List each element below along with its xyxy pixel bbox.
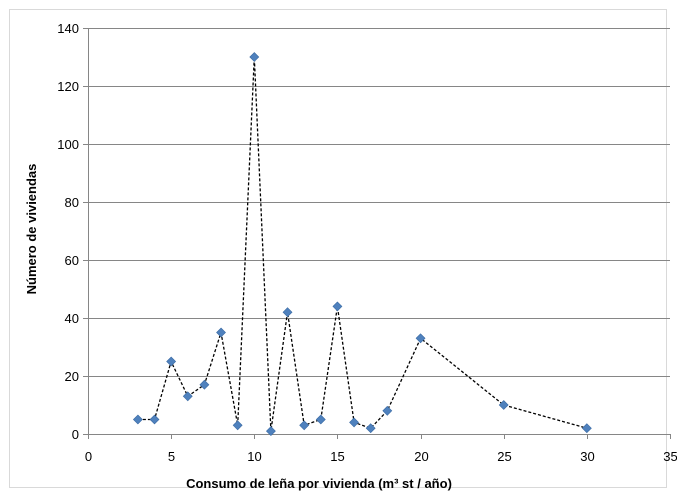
y-axis-title: Número de viviendas [24,164,39,295]
data-point [315,414,326,425]
data-point [249,52,260,62]
data-point [349,417,359,428]
y-tick-label: 0 [72,427,79,442]
data-point [581,423,592,434]
x-tick-label: 15 [330,449,344,464]
gridlines [88,28,670,377]
data-point [182,391,193,402]
y-tick-label: 120 [57,79,79,94]
data-point [149,414,160,425]
data-point [232,420,243,431]
axes [83,28,671,439]
y-tick-label: 100 [57,137,79,152]
data-point [282,307,293,318]
y-tick-label: 60 [65,253,79,268]
y-tick-label: 40 [65,311,79,326]
data-point [498,400,509,410]
tick-labels: 0 20 40 60 80 100 120 140 0 5 10 15 20 25 30 35 [57,21,677,464]
data-point [299,420,310,431]
data-point [132,414,143,425]
x-axis-title: Consumo de leña por vivienda (m³ st / añ… [186,476,452,491]
x-tick-label: 0 [85,449,92,464]
x-tick-label: 10 [247,449,261,464]
data-point [332,301,343,312]
x-tick-label: 25 [497,449,511,464]
x-tick-label: 30 [580,449,594,464]
y-tick-label: 140 [57,21,79,36]
data-point [166,356,177,367]
data-point [265,426,276,437]
x-tick-label: 5 [168,449,175,464]
y-tick-label: 80 [65,195,79,210]
data-point [415,333,426,344]
data-point [216,327,226,338]
data-point [382,405,393,416]
chart-border [9,9,667,488]
y-tick-label: 20 [65,369,79,384]
x-tick-label: 20 [414,449,428,464]
data-point [199,379,210,390]
x-tick-label: 35 [663,449,677,464]
series-markers [132,52,592,437]
data-point [365,423,376,434]
